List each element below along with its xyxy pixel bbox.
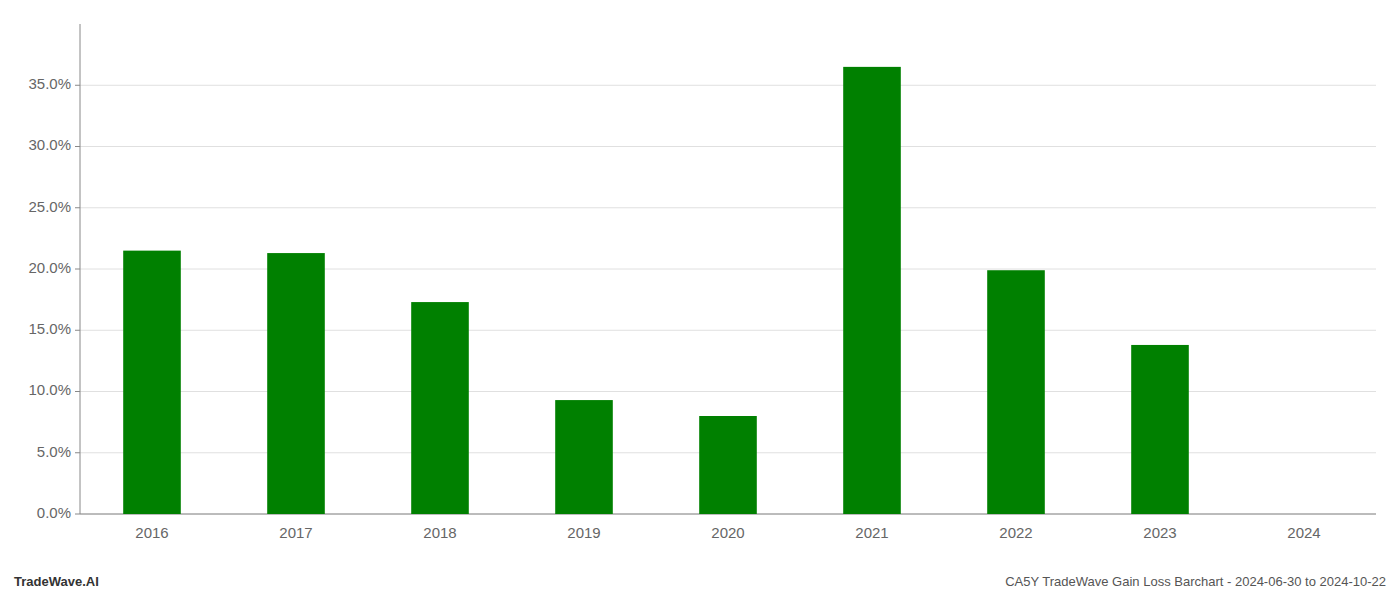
x-tick-label: 2018 <box>423 524 456 541</box>
x-tick-label: 2016 <box>135 524 168 541</box>
grid <box>80 85 1376 514</box>
bar <box>699 416 757 514</box>
footer-text: TradeWave.AI <box>14 574 99 589</box>
bar <box>1131 345 1189 514</box>
x-tick-label: 2017 <box>279 524 312 541</box>
x-tick-label: 2020 <box>711 524 744 541</box>
y-tick-label: 30.0% <box>28 136 71 153</box>
bar <box>987 270 1045 514</box>
bar <box>1275 514 1333 515</box>
y-tick-label: 35.0% <box>28 75 71 92</box>
y-tick <box>75 85 80 86</box>
bar <box>267 253 325 514</box>
x-tick-label: 2019 <box>567 524 600 541</box>
y-tick <box>75 514 80 515</box>
y-tick <box>75 207 80 208</box>
y-tick <box>75 269 80 270</box>
bars <box>123 67 1189 514</box>
x-tick-label: 2024 <box>1287 524 1320 541</box>
grid-line <box>80 85 1376 86</box>
y-tick <box>75 330 80 331</box>
y-axis-line <box>80 24 81 514</box>
chart: 0.0% 5.0% 10.0% 15.0% 20.0% 25.0% 30.0% 35.0% 20… <box>0 0 1400 600</box>
bar <box>123 251 181 514</box>
y-tick-label: 10.0% <box>28 381 71 398</box>
y-tick-label: 15.0% <box>28 320 71 337</box>
y-tick <box>75 146 80 147</box>
y-tick <box>75 452 80 453</box>
axes: 0.0% 5.0% 10.0% 15.0% 20.0% 25.0% 30.0% 35.0% 20… <box>28 24 1376 541</box>
bar <box>843 67 901 514</box>
x-tick-label: 2023 <box>1143 524 1176 541</box>
grid-line <box>80 207 1376 208</box>
y-tick-label: 0.0% <box>37 504 71 521</box>
y-tick <box>75 391 80 392</box>
bar <box>411 302 469 514</box>
bar <box>555 400 613 514</box>
footer-text: CA5Y TradeWave Gain Loss Barchart - 2024… <box>1005 574 1386 589</box>
grid-line <box>80 146 1376 147</box>
x-tick-label: 2021 <box>855 524 888 541</box>
y-tick-label: 25.0% <box>28 198 71 215</box>
y-tick-label: 20.0% <box>28 259 71 276</box>
x-tick-label: 2022 <box>999 524 1032 541</box>
y-tick-label: 5.0% <box>37 443 71 460</box>
